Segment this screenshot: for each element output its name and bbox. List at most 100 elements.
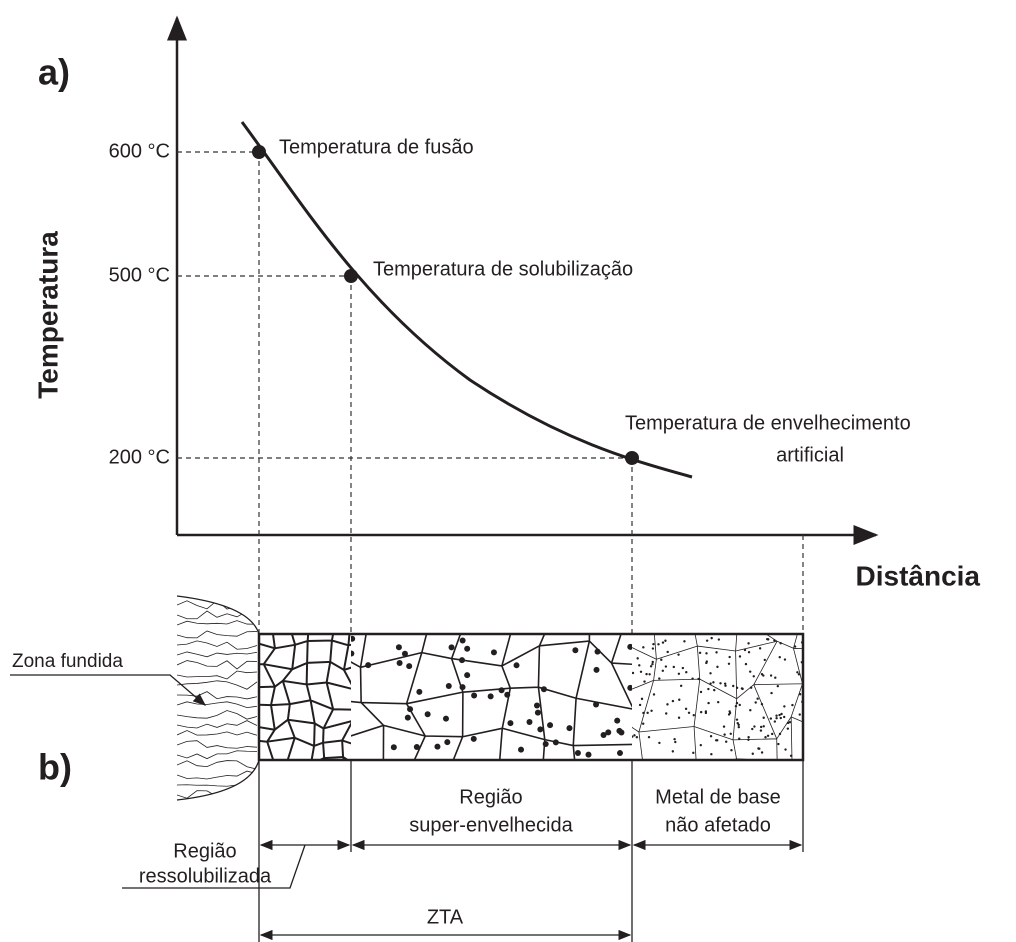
grain-detail xyxy=(504,692,510,698)
grain-detail xyxy=(636,736,638,738)
grain-detail xyxy=(645,673,647,675)
grain-detail xyxy=(449,644,455,650)
grain-detail xyxy=(444,739,450,745)
grain-detail xyxy=(692,752,694,754)
grain-detail xyxy=(787,727,789,729)
grain-detail xyxy=(764,659,766,661)
grain-detail xyxy=(678,717,680,719)
grain-detail xyxy=(752,753,754,755)
grain-detail xyxy=(446,683,452,689)
grain-detail xyxy=(526,719,532,725)
grain-detail xyxy=(764,736,766,738)
region-label: super-envelhecida xyxy=(409,814,573,836)
grain-detail xyxy=(682,667,684,669)
diagram: a) Temperatura Distância 600 °C 500 °C 2… xyxy=(0,0,1016,942)
grain-detail xyxy=(666,651,668,653)
grain-detail xyxy=(662,641,664,643)
grain-detail xyxy=(762,717,764,719)
grain-detail xyxy=(631,735,633,737)
grain-detail xyxy=(723,733,725,735)
grain-detail xyxy=(572,647,578,653)
grain-detail xyxy=(242,619,374,791)
grain-detail xyxy=(770,692,772,694)
grain-detail xyxy=(575,750,581,756)
grain-detail xyxy=(761,703,763,705)
grain-detail xyxy=(774,720,776,722)
grain-detail xyxy=(756,698,758,700)
grain-detail xyxy=(697,678,699,680)
grain-detail xyxy=(348,651,354,657)
grain-detail xyxy=(414,744,420,750)
grain-detail xyxy=(553,739,559,745)
grain-detail xyxy=(491,649,497,655)
grain-detail xyxy=(751,728,753,730)
zone-label: Zona fundida xyxy=(12,651,123,672)
grain-detail xyxy=(665,665,667,667)
grain-detail xyxy=(674,741,676,743)
grain-detail xyxy=(778,714,780,716)
grain-detail xyxy=(566,725,572,731)
grain-detail xyxy=(639,704,641,706)
grain-detail xyxy=(660,659,662,661)
grain-detail xyxy=(707,702,709,704)
grain-detail xyxy=(657,643,659,645)
grain-detail xyxy=(407,706,413,712)
grain-detail xyxy=(784,658,786,660)
grain-detail xyxy=(396,644,402,650)
grain-detail xyxy=(723,725,725,727)
grain-detail xyxy=(799,713,801,715)
grain-detail xyxy=(784,748,786,750)
grain-detail xyxy=(317,599,674,791)
grain-detail xyxy=(488,693,494,699)
grain-detail xyxy=(406,663,412,669)
grain-detail xyxy=(651,663,653,665)
grain-detail xyxy=(665,712,667,714)
grain-detail xyxy=(796,671,798,673)
grain-detail xyxy=(728,663,730,665)
grain-detail xyxy=(775,717,777,719)
point-label: Temperatura de fusão xyxy=(279,136,474,158)
grain-detail xyxy=(779,656,781,658)
grain-detail xyxy=(750,686,752,688)
grain-detail xyxy=(747,736,749,738)
grain-detail xyxy=(537,726,543,732)
grain-detail xyxy=(700,744,702,746)
grain-detail xyxy=(425,711,431,717)
grain-detail xyxy=(761,751,763,753)
grain-detail xyxy=(471,736,477,742)
grain-detail xyxy=(672,750,674,752)
point xyxy=(344,269,358,283)
grain-detail xyxy=(434,744,440,750)
grain-detail xyxy=(736,718,738,720)
grain-detail xyxy=(685,671,687,673)
grain-detail xyxy=(652,661,654,663)
y-axis-title: Temperatura xyxy=(32,231,63,399)
grain-detail xyxy=(748,651,750,653)
grain-detail xyxy=(664,640,666,642)
grain-detail xyxy=(700,691,702,693)
grain-detail xyxy=(759,647,761,649)
weld-bead xyxy=(177,596,259,800)
grain-detail xyxy=(646,712,648,714)
grain-detail xyxy=(798,673,800,675)
grain-detail xyxy=(724,684,726,686)
grain-detail xyxy=(650,665,652,667)
grain-detail xyxy=(627,685,633,691)
point xyxy=(252,145,266,159)
grain-detail xyxy=(767,735,769,737)
grain-detail xyxy=(459,657,465,663)
grain-detail xyxy=(707,688,709,690)
grain-detail xyxy=(761,673,763,675)
grain-detail xyxy=(633,734,635,736)
grain-detail xyxy=(443,716,449,722)
grain-detail xyxy=(604,605,849,813)
point-label: Temperatura de solubilização xyxy=(373,258,633,280)
panel-label: a) xyxy=(38,52,70,93)
grain-detail xyxy=(747,739,749,741)
grain-detail xyxy=(653,693,655,695)
grain-detail xyxy=(242,619,374,791)
temperature-label: 600 °C xyxy=(109,140,170,162)
grain-detail xyxy=(535,710,541,716)
grain-detail xyxy=(705,710,707,712)
grain-detail xyxy=(688,712,690,714)
